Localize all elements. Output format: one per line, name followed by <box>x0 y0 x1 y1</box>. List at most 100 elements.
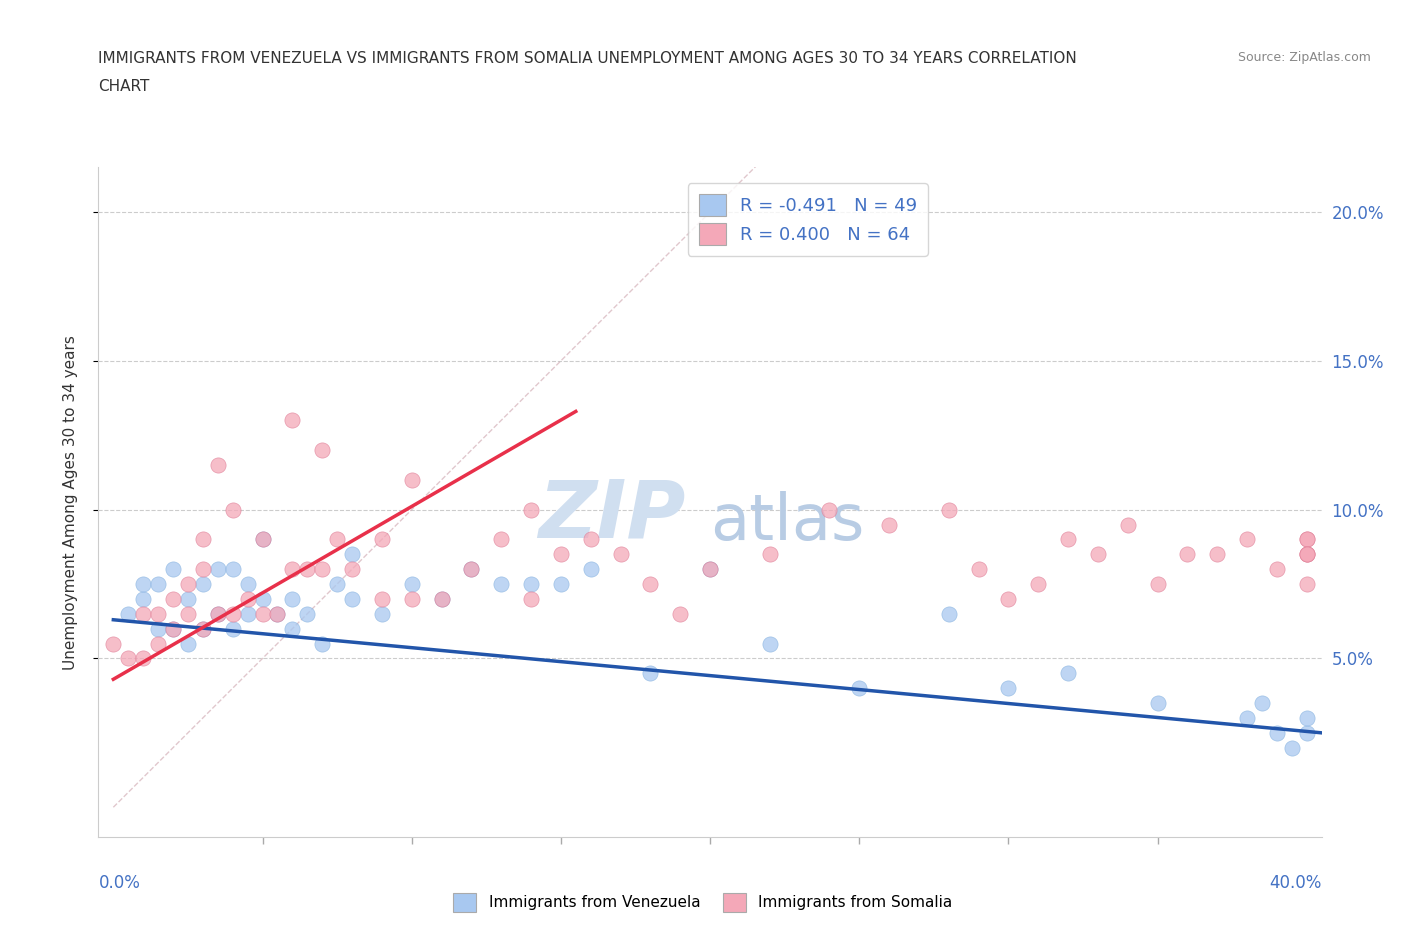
Point <box>1236 711 1258 725</box>
Point <box>848 681 870 696</box>
Point <box>1265 562 1288 577</box>
Point <box>132 591 155 606</box>
Point <box>281 621 304 636</box>
Point <box>1057 532 1080 547</box>
Point <box>236 591 259 606</box>
Point <box>460 562 482 577</box>
Point <box>371 606 394 621</box>
Point <box>520 502 543 517</box>
Point <box>266 606 288 621</box>
Point <box>207 606 229 621</box>
Point <box>938 502 960 517</box>
Point <box>162 591 184 606</box>
Point <box>326 577 349 591</box>
Point <box>1295 725 1317 740</box>
Point <box>877 517 900 532</box>
Point <box>177 577 200 591</box>
Point <box>191 621 214 636</box>
Point <box>550 577 572 591</box>
Point <box>281 562 304 577</box>
Point <box>430 591 453 606</box>
Point <box>520 577 543 591</box>
Point <box>221 562 243 577</box>
Point <box>266 606 288 621</box>
Point <box>1206 547 1229 562</box>
Point <box>758 547 780 562</box>
Point <box>1295 711 1317 725</box>
Point <box>371 532 394 547</box>
Point <box>669 606 692 621</box>
Point <box>401 577 423 591</box>
Point <box>117 606 139 621</box>
Point <box>699 562 721 577</box>
Point <box>191 621 214 636</box>
Point <box>579 562 602 577</box>
Point <box>103 636 125 651</box>
Point <box>236 577 259 591</box>
Point <box>177 636 200 651</box>
Text: CHART: CHART <box>98 79 150 94</box>
Point <box>1295 547 1317 562</box>
Point <box>1087 547 1109 562</box>
Point <box>1251 696 1274 711</box>
Point <box>579 532 602 547</box>
Point <box>1281 740 1303 755</box>
Point <box>162 621 184 636</box>
Point <box>132 606 155 621</box>
Point <box>297 562 319 577</box>
Point <box>117 651 139 666</box>
Text: 0.0%: 0.0% <box>98 874 141 892</box>
Point <box>340 547 363 562</box>
Point <box>520 591 543 606</box>
Text: IMMIGRANTS FROM VENEZUELA VS IMMIGRANTS FROM SOMALIA UNEMPLOYMENT AMONG AGES 30 : IMMIGRANTS FROM VENEZUELA VS IMMIGRANTS … <box>98 51 1077 66</box>
Point <box>340 591 363 606</box>
Point <box>191 577 214 591</box>
Point <box>297 606 319 621</box>
Point <box>162 562 184 577</box>
Point <box>177 606 200 621</box>
Point <box>252 532 274 547</box>
Point <box>311 636 333 651</box>
Point <box>1146 577 1168 591</box>
Point <box>371 591 394 606</box>
Point <box>460 562 482 577</box>
Point <box>132 651 155 666</box>
Point <box>326 532 349 547</box>
Point <box>281 591 304 606</box>
Text: Source: ZipAtlas.com: Source: ZipAtlas.com <box>1237 51 1371 64</box>
Point <box>1236 532 1258 547</box>
Point <box>207 606 229 621</box>
Point <box>1295 532 1317 547</box>
Point <box>191 562 214 577</box>
Point <box>191 532 214 547</box>
Point <box>1026 577 1049 591</box>
Point <box>430 591 453 606</box>
Point <box>938 606 960 621</box>
Point <box>1116 517 1139 532</box>
Point <box>640 666 662 681</box>
Point <box>177 591 200 606</box>
Point <box>207 562 229 577</box>
Point <box>221 502 243 517</box>
Point <box>221 606 243 621</box>
Point <box>146 577 169 591</box>
Point <box>252 532 274 547</box>
Point <box>997 591 1019 606</box>
Point <box>252 591 274 606</box>
Point <box>1057 666 1080 681</box>
Point <box>221 621 243 636</box>
Point <box>252 606 274 621</box>
Point <box>1265 725 1288 740</box>
Y-axis label: Unemployment Among Ages 30 to 34 years: Unemployment Among Ages 30 to 34 years <box>63 335 77 670</box>
Point <box>609 547 631 562</box>
Point <box>818 502 841 517</box>
Point <box>1177 547 1199 562</box>
Point <box>967 562 990 577</box>
Point <box>132 577 155 591</box>
Point <box>146 606 169 621</box>
Point <box>236 606 259 621</box>
Point <box>207 458 229 472</box>
Text: 40.0%: 40.0% <box>1270 874 1322 892</box>
Point <box>1295 577 1317 591</box>
Point <box>146 621 169 636</box>
